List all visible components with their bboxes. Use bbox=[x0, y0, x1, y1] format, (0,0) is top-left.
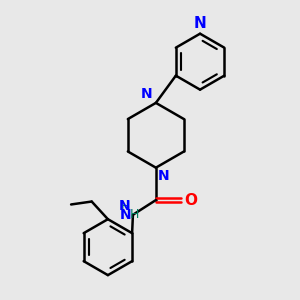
Text: O: O bbox=[184, 193, 197, 208]
Text: N: N bbox=[120, 208, 131, 222]
Text: N: N bbox=[158, 169, 169, 183]
Text: N: N bbox=[194, 16, 206, 31]
Text: H: H bbox=[129, 208, 139, 221]
Text: H: H bbox=[121, 200, 130, 213]
Text: N: N bbox=[119, 199, 130, 213]
Text: N: N bbox=[141, 86, 152, 100]
